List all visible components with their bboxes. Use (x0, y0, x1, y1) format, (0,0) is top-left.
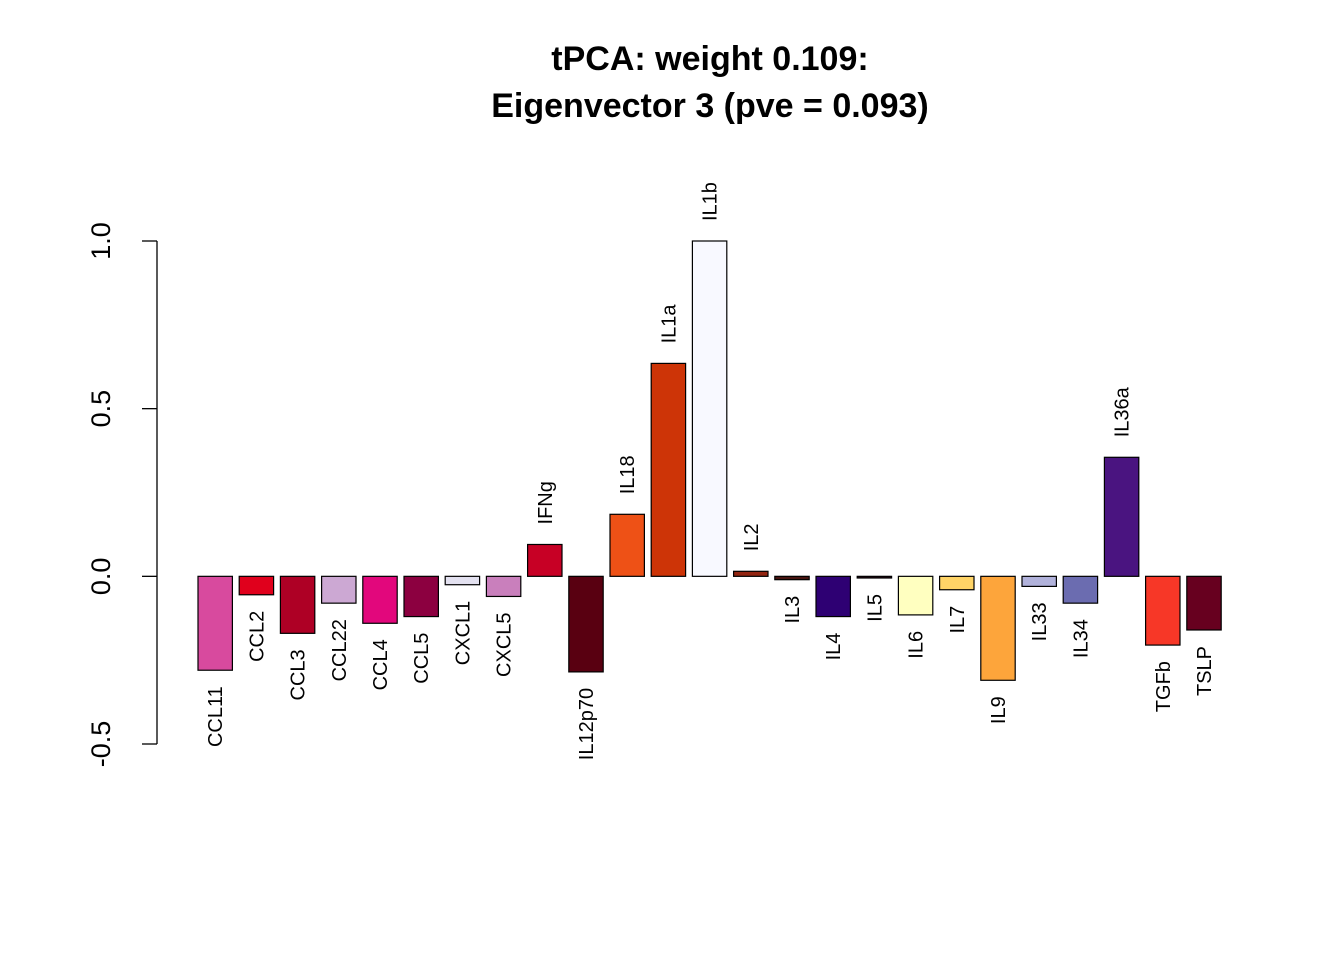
bar-il12p70 (568, 575, 604, 673)
bar-cxcl1 (444, 575, 481, 586)
bar-tslp (1186, 575, 1222, 631)
bar-ccl22 (321, 575, 357, 604)
bar-label: CCL2 (246, 611, 268, 662)
bar-label: IL2 (741, 523, 763, 551)
bar-il5 (856, 575, 893, 579)
bar-il9 (980, 575, 1016, 681)
bar-label: TGFb (1153, 661, 1175, 712)
y-tick-label: 0.0 (86, 558, 116, 596)
bar-il18 (609, 513, 646, 577)
bar-il1b (691, 240, 728, 577)
bar-label: IL18 (617, 455, 639, 494)
bar-il3 (774, 575, 810, 581)
bar-ccl5 (403, 575, 440, 618)
bar-tgfb (1144, 575, 1181, 646)
bar-ccl2 (238, 575, 275, 596)
bar-label: CXCL1 (452, 601, 474, 665)
bars (197, 240, 1222, 681)
bar-il7 (938, 575, 975, 591)
bar-label: IL12p70 (576, 688, 598, 760)
bar-ccl3 (279, 575, 316, 634)
bar-il2 (732, 570, 769, 577)
bar-label: IL3 (782, 596, 804, 624)
bar-il33 (1021, 575, 1058, 587)
chart-title: tPCA: weight 0.109: (551, 40, 868, 78)
bar-labels: CCL11 CCL2 CCL3 CCL22 CCL4 CCL5 CXCL1 CXCL5 IFNg… (205, 182, 1216, 760)
bar-ifng (526, 543, 563, 577)
bar-ccl4 (362, 575, 398, 624)
bar-label: CXCL5 (494, 612, 516, 676)
chart-subtitle: Eigenvector 3 (pve = 0.093) (491, 87, 928, 125)
bar-label: IL33 (1029, 602, 1051, 641)
bar-label: TSLP (1194, 646, 1216, 696)
bar-label: IL34 (1070, 619, 1092, 658)
bar-label: CCL4 (370, 639, 392, 690)
bar-label: CCL5 (411, 633, 433, 684)
bar-label: CCL11 (205, 686, 227, 747)
bar-label: IL4 (823, 633, 845, 661)
y-axis: -0.5 0.0 0.5 1.0 (86, 222, 158, 768)
bar-label: IL7 (947, 606, 969, 634)
bar-ccl11 (197, 575, 234, 671)
bar-label: IL1a (658, 304, 680, 344)
bar-label: IL6 (906, 631, 928, 659)
bar-label: IFNg (535, 481, 557, 524)
bar-il36a (1103, 456, 1140, 577)
y-tick-label: 1.0 (86, 222, 116, 260)
bar-label: CCL3 (288, 649, 310, 700)
bar-label: IL9 (988, 696, 1010, 724)
bar-label: IL1b (700, 182, 722, 221)
bar-label: IL5 (864, 594, 886, 622)
bar-il6 (897, 575, 934, 616)
bar-cxcl5 (485, 575, 522, 598)
y-tick-label: 0.5 (86, 390, 116, 428)
bar-label: CCL22 (329, 619, 351, 681)
bar-il34 (1062, 575, 1099, 604)
y-tick-label: -0.5 (86, 721, 116, 768)
bar-il4 (815, 575, 852, 618)
bar-il1a (650, 362, 687, 577)
bar-label: IL36a (1112, 386, 1134, 437)
